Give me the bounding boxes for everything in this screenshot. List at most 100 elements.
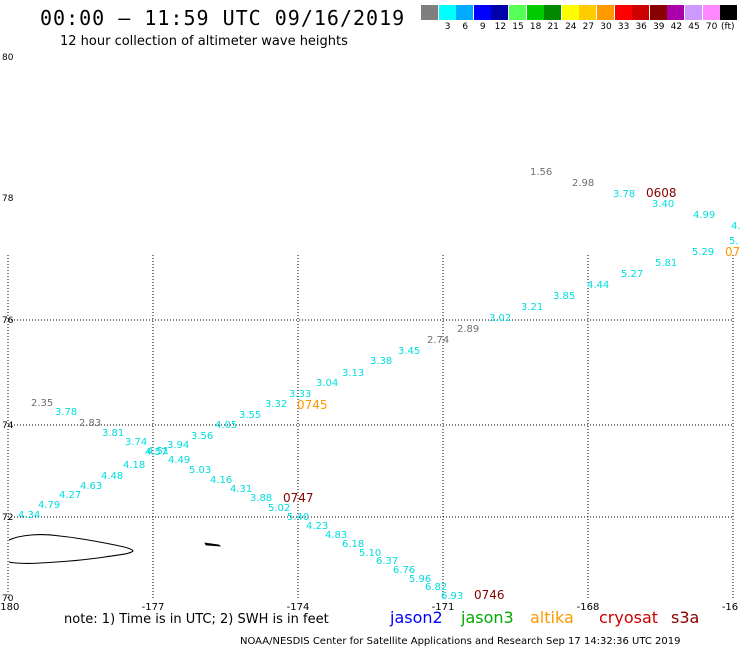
scale-label: 15 bbox=[512, 22, 524, 32]
wave-height-label: 4.83 bbox=[325, 530, 347, 541]
map-title: 00:00 – 11:59 UTC 09/16/2019 bbox=[40, 6, 406, 30]
scale-label: 70 bbox=[705, 22, 718, 32]
scale-swatch bbox=[720, 5, 738, 20]
longitude-label: -180 bbox=[0, 602, 19, 613]
satellite-legend-jason2: jason2 bbox=[390, 608, 443, 627]
wave-height-label: 3.33 bbox=[289, 389, 311, 400]
wave-height-label: 5.02 bbox=[268, 503, 290, 514]
longitude-label: -171 bbox=[432, 602, 455, 613]
pass-time-label: 0747 bbox=[283, 491, 314, 505]
graticule bbox=[7, 255, 734, 598]
scale-swatch bbox=[649, 5, 667, 20]
scale-label: 45 bbox=[688, 22, 700, 32]
wave-height-label: 3.85 bbox=[553, 291, 575, 302]
wave-height-label: 4.48 bbox=[101, 471, 123, 482]
scale-label: 39 bbox=[653, 22, 665, 32]
wave-height-label: 5. bbox=[729, 236, 739, 247]
wave-height-label: 6.82 bbox=[425, 582, 447, 593]
scale-swatch bbox=[491, 5, 509, 20]
scale-swatch bbox=[456, 5, 474, 20]
wave-height-label: 3.02 bbox=[489, 313, 511, 324]
scale-swatch bbox=[473, 5, 491, 20]
wave-height-label: 3.55 bbox=[239, 410, 261, 421]
scale-swatch bbox=[438, 5, 456, 20]
latitude-label: 76 bbox=[2, 316, 14, 326]
wave-height-values: 1.56 2.98 3.78 3.40 4.99 4. 5. 5.29 5.81 5.27 4.44… bbox=[18, 167, 740, 602]
wave-height-label: 4.51 bbox=[147, 446, 169, 457]
latitude-labels: 80 78 76 74 72 70 bbox=[2, 53, 14, 604]
longitude-labels: -180 -177 -174 -171 -168 -16 bbox=[0, 602, 738, 613]
scale-swatch bbox=[561, 5, 579, 20]
pass-time-label: 0608 bbox=[646, 186, 677, 200]
wave-height-label: 1.56 bbox=[530, 167, 552, 178]
wave-height-label: 3.78 bbox=[55, 407, 77, 418]
wave-height-label: 5.96 bbox=[409, 574, 431, 585]
latitude-label: 70 bbox=[2, 594, 14, 604]
wave-height-label: 6.37 bbox=[376, 556, 398, 567]
wave-height-label: 4.05 bbox=[215, 420, 237, 431]
scale-label: 42 bbox=[670, 22, 683, 32]
wave-height-label: 3.74 bbox=[125, 437, 147, 448]
wave-height-label: 6.93 bbox=[441, 591, 463, 602]
footer-credit: NOAA/NESDIS Center for Satellite Applica… bbox=[240, 636, 681, 647]
scale-swatch bbox=[614, 5, 632, 20]
wave-height-label: 5.03 bbox=[189, 465, 211, 476]
wave-height-label: 3.40 bbox=[652, 199, 674, 210]
wave-height-label: 4.18 bbox=[123, 460, 145, 471]
wave-height-label: 6.18 bbox=[342, 539, 364, 550]
wave-height-label: 5.27 bbox=[621, 269, 643, 280]
herald-island bbox=[204, 542, 222, 547]
scale-label: 18 bbox=[529, 22, 542, 32]
scale-label: 3 bbox=[444, 22, 451, 32]
wave-height-label: 3.04 bbox=[316, 378, 338, 389]
latitude-label: 72 bbox=[2, 513, 13, 523]
satellite-legend-cryosat: cryosat bbox=[599, 608, 659, 627]
wave-height-label: 3.38 bbox=[370, 356, 392, 367]
wave-height-label: 2.35 bbox=[31, 398, 53, 409]
wave-height-label: 2.83 bbox=[79, 418, 101, 429]
scale-swatch bbox=[421, 5, 438, 20]
wave-height-label: 4.23 bbox=[306, 521, 328, 532]
wave-height-label: 5.81 bbox=[655, 258, 677, 269]
longitude-label: -174 bbox=[287, 602, 310, 613]
scale-label: 24 bbox=[565, 22, 577, 32]
wave-height-label: 6.76 bbox=[393, 565, 415, 576]
wave-height-label: 4.27 bbox=[59, 490, 81, 501]
wave-height-label: 4.63 bbox=[80, 481, 102, 492]
pass-time-label: 0745 bbox=[297, 398, 328, 412]
pass-times: 0608 07 0745 0747 0746 bbox=[283, 186, 740, 602]
scale-swatch bbox=[526, 5, 544, 20]
wave-height-label: 4.16 bbox=[210, 475, 232, 486]
wave-height-label: 3.78 bbox=[613, 189, 635, 200]
scale-label: 6 bbox=[462, 22, 469, 32]
satellite-legend-altika: altika bbox=[530, 608, 574, 627]
wave-height-label: 3.13 bbox=[342, 368, 364, 379]
scale-label: 27 bbox=[582, 22, 595, 32]
satellite-legend-jason3: jason3 bbox=[461, 608, 514, 627]
wave-height-label: 3.81 bbox=[102, 428, 124, 439]
scale-label: 30 bbox=[600, 22, 612, 32]
wave-height-label: 4.31 bbox=[230, 484, 252, 495]
wave-height-label: 5.10 bbox=[359, 548, 381, 559]
scale-swatch bbox=[597, 5, 614, 20]
wave-height-label: 3.94 bbox=[167, 440, 189, 451]
map-subtitle: 12 hour collection of altimeter wave hei… bbox=[60, 34, 348, 49]
longitude-label: -16 bbox=[722, 602, 738, 613]
pass-time-label: 07 bbox=[725, 245, 740, 259]
note-text: note: 1) Time is in UTC; 2) SWH is in fe… bbox=[64, 612, 329, 627]
wave-height-label: 4.49 bbox=[168, 455, 190, 466]
scale-label: 12 bbox=[494, 22, 507, 32]
satellite-legend-s3a: s3a bbox=[671, 608, 700, 627]
scale-label: 36 bbox=[635, 22, 647, 32]
scale-swatch bbox=[544, 5, 562, 20]
scale-label: 33 bbox=[617, 22, 630, 32]
wave-height-label: 2.98 bbox=[572, 178, 594, 189]
scale-swatch bbox=[632, 5, 650, 20]
wave-height-label: 3.56 bbox=[191, 431, 213, 442]
wave-height-label: 4.34 bbox=[18, 510, 40, 521]
scale-swatch bbox=[579, 5, 597, 20]
scale-swatch bbox=[509, 5, 526, 20]
latitude-label: 74 bbox=[2, 421, 14, 431]
wave-height-label: 4.57 bbox=[145, 447, 167, 458]
